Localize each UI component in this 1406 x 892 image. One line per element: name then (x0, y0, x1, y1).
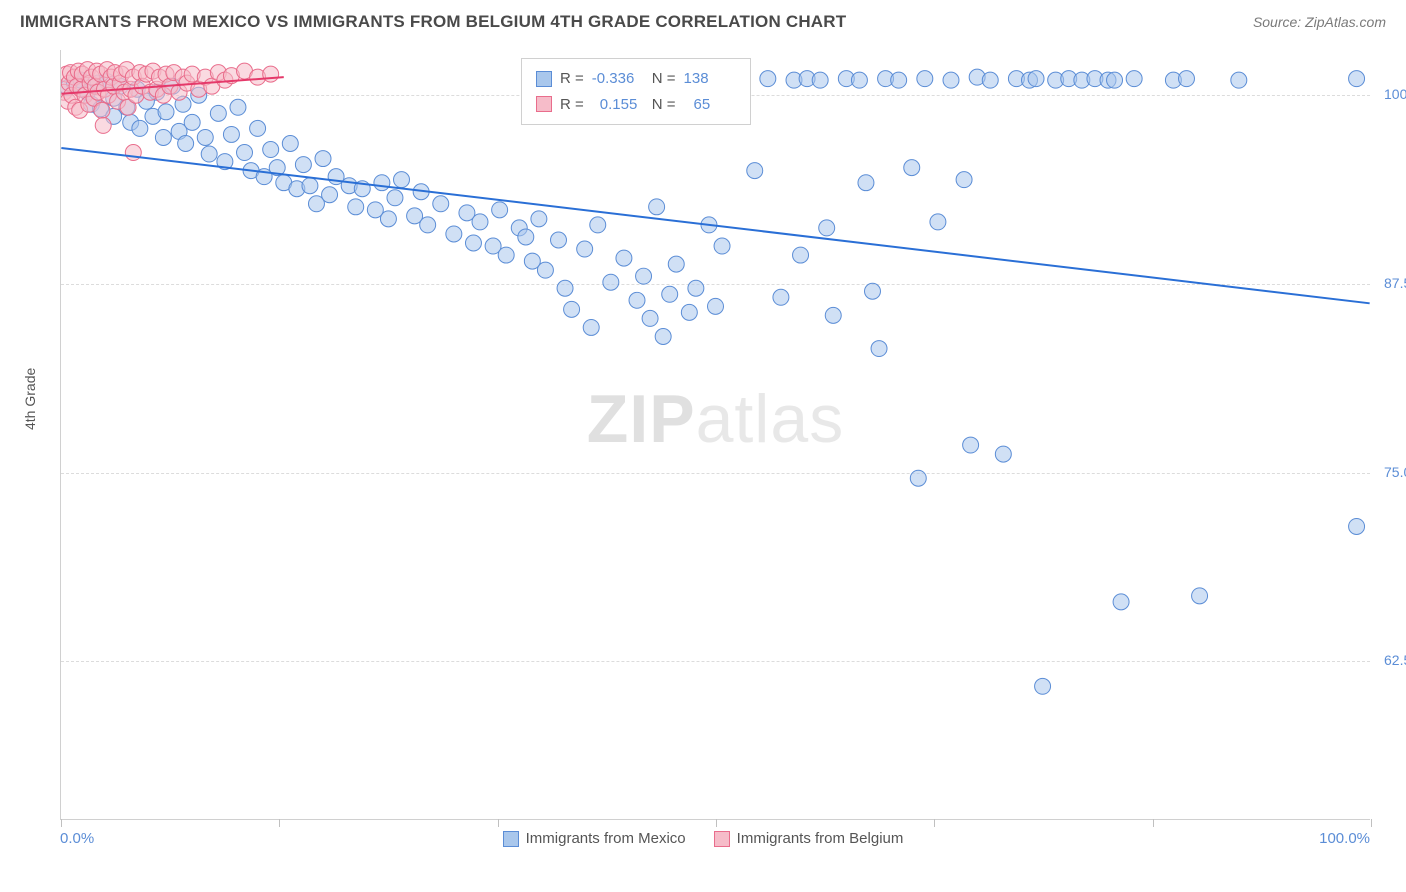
n-value-belgium: 65 (684, 92, 736, 118)
swatch-belgium (536, 96, 552, 112)
y-tick-label: 75.0% (1374, 464, 1406, 480)
x-axis-min: 0.0% (60, 830, 94, 847)
chart-plot-area: ZIPatlas R = -0.336 N = 138 R = 0.155 N … (60, 50, 1370, 820)
x-tick (279, 819, 280, 827)
x-tick (1371, 819, 1372, 827)
x-tick (1153, 819, 1154, 827)
x-axis-max: 100.0% (1319, 830, 1370, 847)
y-tick-label: 100.0% (1374, 86, 1406, 102)
correlation-legend-row-mexico: R = -0.336 N = 138 (536, 66, 736, 92)
chart-source: Source: ZipAtlas.com (1253, 14, 1386, 30)
x-tick (934, 819, 935, 827)
scatter-svg (61, 50, 1370, 819)
x-tick (61, 819, 62, 827)
swatch-mexico (536, 71, 552, 87)
y-axis-label: 4th Grade (22, 368, 38, 430)
chart-header: IMMIGRANTS FROM MEXICO VS IMMIGRANTS FRO… (0, 0, 1406, 40)
y-tick-label: 62.5% (1374, 652, 1406, 668)
r-value-mexico: -0.336 (592, 66, 644, 92)
x-tick (498, 819, 499, 827)
correlation-legend: R = -0.336 N = 138 R = 0.155 N = 65 (521, 58, 751, 125)
chart-title: IMMIGRANTS FROM MEXICO VS IMMIGRANTS FRO… (20, 12, 846, 32)
n-value-mexico: 138 (684, 66, 736, 92)
y-tick-label: 87.5% (1374, 275, 1406, 291)
correlation-legend-row-belgium: R = 0.155 N = 65 (536, 92, 736, 118)
x-tick (716, 819, 717, 827)
x-axis-labels: 0.0% 100.0% (60, 830, 1370, 847)
r-value-belgium: 0.155 (592, 92, 644, 118)
